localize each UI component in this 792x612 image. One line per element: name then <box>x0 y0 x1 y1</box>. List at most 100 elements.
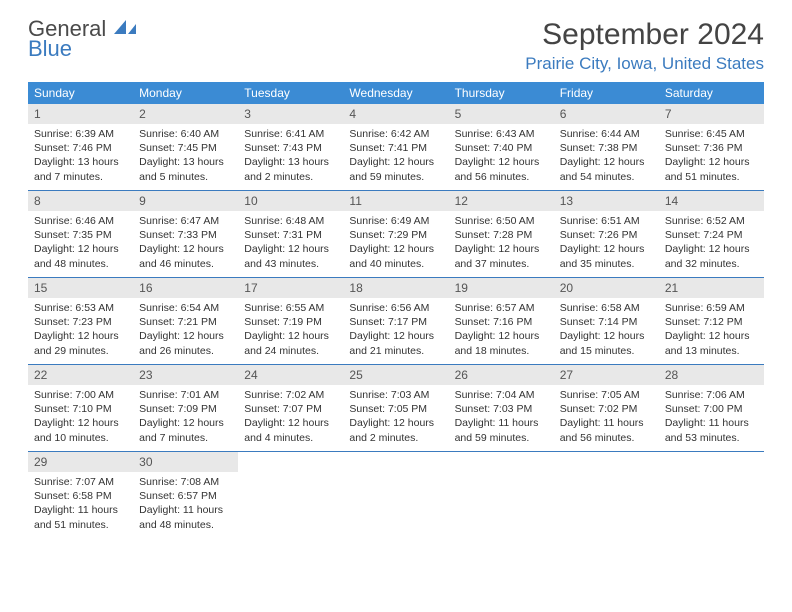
logo-line2: Blue <box>28 36 72 61</box>
sunrise-line: Sunrise: 6:46 AM <box>34 214 127 228</box>
day-number: 22 <box>28 365 133 385</box>
day-body: Sunrise: 7:06 AMSunset: 7:00 PMDaylight:… <box>659 385 764 450</box>
sunrise-line: Sunrise: 6:42 AM <box>349 127 442 141</box>
day-cell: 3Sunrise: 6:41 AMSunset: 7:43 PMDaylight… <box>238 104 343 190</box>
daylight-line: Daylight: 12 hours and 15 minutes. <box>560 329 653 357</box>
sunset-line: Sunset: 7:07 PM <box>244 402 337 416</box>
logo-sail-icon <box>112 18 138 36</box>
sunset-line: Sunset: 6:57 PM <box>139 489 232 503</box>
sunset-line: Sunset: 7:38 PM <box>560 141 653 155</box>
sunrise-line: Sunrise: 7:05 AM <box>560 388 653 402</box>
day-cell: 19Sunrise: 6:57 AMSunset: 7:16 PMDayligh… <box>449 278 554 364</box>
sunrise-line: Sunrise: 6:43 AM <box>455 127 548 141</box>
sunrise-line: Sunrise: 6:48 AM <box>244 214 337 228</box>
day-body: Sunrise: 6:54 AMSunset: 7:21 PMDaylight:… <box>133 298 238 363</box>
sunrise-line: Sunrise: 6:54 AM <box>139 301 232 315</box>
daylight-line: Daylight: 11 hours and 48 minutes. <box>139 503 232 531</box>
day-body: Sunrise: 6:41 AMSunset: 7:43 PMDaylight:… <box>238 124 343 189</box>
dow-friday: Friday <box>554 82 659 104</box>
day-cell: 8Sunrise: 6:46 AMSunset: 7:35 PMDaylight… <box>28 191 133 277</box>
sunset-line: Sunset: 7:36 PM <box>665 141 758 155</box>
day-cell: 15Sunrise: 6:53 AMSunset: 7:23 PMDayligh… <box>28 278 133 364</box>
empty-cell <box>449 452 554 538</box>
day-body: Sunrise: 6:40 AMSunset: 7:45 PMDaylight:… <box>133 124 238 189</box>
day-cell: 26Sunrise: 7:04 AMSunset: 7:03 PMDayligh… <box>449 365 554 451</box>
day-number: 4 <box>343 104 448 124</box>
sunrise-line: Sunrise: 6:49 AM <box>349 214 442 228</box>
day-number: 2 <box>133 104 238 124</box>
day-number: 12 <box>449 191 554 211</box>
day-cell: 16Sunrise: 6:54 AMSunset: 7:21 PMDayligh… <box>133 278 238 364</box>
day-number: 17 <box>238 278 343 298</box>
day-number: 16 <box>133 278 238 298</box>
day-cell: 17Sunrise: 6:55 AMSunset: 7:19 PMDayligh… <box>238 278 343 364</box>
day-number: 15 <box>28 278 133 298</box>
day-body: Sunrise: 7:00 AMSunset: 7:10 PMDaylight:… <box>28 385 133 450</box>
sunset-line: Sunset: 7:05 PM <box>349 402 442 416</box>
daylight-line: Daylight: 11 hours and 56 minutes. <box>560 416 653 444</box>
sunset-line: Sunset: 7:14 PM <box>560 315 653 329</box>
sunset-line: Sunset: 7:35 PM <box>34 228 127 242</box>
day-body: Sunrise: 6:50 AMSunset: 7:28 PMDaylight:… <box>449 211 554 276</box>
day-number: 27 <box>554 365 659 385</box>
daylight-line: Daylight: 12 hours and 26 minutes. <box>139 329 232 357</box>
day-number: 10 <box>238 191 343 211</box>
daylight-line: Daylight: 12 hours and 48 minutes. <box>34 242 127 270</box>
day-body: Sunrise: 7:07 AMSunset: 6:58 PMDaylight:… <box>28 472 133 537</box>
daylight-line: Daylight: 12 hours and 10 minutes. <box>34 416 127 444</box>
sunrise-line: Sunrise: 6:55 AM <box>244 301 337 315</box>
day-cell: 20Sunrise: 6:58 AMSunset: 7:14 PMDayligh… <box>554 278 659 364</box>
day-cell: 14Sunrise: 6:52 AMSunset: 7:24 PMDayligh… <box>659 191 764 277</box>
daylight-line: Daylight: 13 hours and 2 minutes. <box>244 155 337 183</box>
sunrise-line: Sunrise: 7:04 AM <box>455 388 548 402</box>
daylight-line: Daylight: 12 hours and 40 minutes. <box>349 242 442 270</box>
day-cell: 9Sunrise: 6:47 AMSunset: 7:33 PMDaylight… <box>133 191 238 277</box>
day-body: Sunrise: 6:59 AMSunset: 7:12 PMDaylight:… <box>659 298 764 363</box>
daylight-line: Daylight: 12 hours and 21 minutes. <box>349 329 442 357</box>
dow-monday: Monday <box>133 82 238 104</box>
daylight-line: Daylight: 12 hours and 37 minutes. <box>455 242 548 270</box>
day-body: Sunrise: 7:08 AMSunset: 6:57 PMDaylight:… <box>133 472 238 537</box>
day-body: Sunrise: 7:02 AMSunset: 7:07 PMDaylight:… <box>238 385 343 450</box>
sunset-line: Sunset: 7:16 PM <box>455 315 548 329</box>
day-cell: 29Sunrise: 7:07 AMSunset: 6:58 PMDayligh… <box>28 452 133 538</box>
day-number: 13 <box>554 191 659 211</box>
daylight-line: Daylight: 12 hours and 18 minutes. <box>455 329 548 357</box>
daylight-line: Daylight: 12 hours and 2 minutes. <box>349 416 442 444</box>
dow-tuesday: Tuesday <box>238 82 343 104</box>
day-body: Sunrise: 6:44 AMSunset: 7:38 PMDaylight:… <box>554 124 659 189</box>
day-number: 1 <box>28 104 133 124</box>
day-body: Sunrise: 6:42 AMSunset: 7:41 PMDaylight:… <box>343 124 448 189</box>
sunset-line: Sunset: 7:09 PM <box>139 402 232 416</box>
daylight-line: Daylight: 12 hours and 46 minutes. <box>139 242 232 270</box>
sunset-line: Sunset: 7:24 PM <box>665 228 758 242</box>
sunrise-line: Sunrise: 7:07 AM <box>34 475 127 489</box>
day-body: Sunrise: 6:55 AMSunset: 7:19 PMDaylight:… <box>238 298 343 363</box>
day-number: 23 <box>133 365 238 385</box>
day-cell: 28Sunrise: 7:06 AMSunset: 7:00 PMDayligh… <box>659 365 764 451</box>
day-body: Sunrise: 7:05 AMSunset: 7:02 PMDaylight:… <box>554 385 659 450</box>
sunset-line: Sunset: 7:19 PM <box>244 315 337 329</box>
day-cell: 1Sunrise: 6:39 AMSunset: 7:46 PMDaylight… <box>28 104 133 190</box>
daylight-line: Daylight: 12 hours and 35 minutes. <box>560 242 653 270</box>
sunset-line: Sunset: 7:26 PM <box>560 228 653 242</box>
day-cell: 21Sunrise: 6:59 AMSunset: 7:12 PMDayligh… <box>659 278 764 364</box>
empty-cell <box>343 452 448 538</box>
day-number: 7 <box>659 104 764 124</box>
sunrise-line: Sunrise: 6:58 AM <box>560 301 653 315</box>
sunrise-line: Sunrise: 6:56 AM <box>349 301 442 315</box>
sunrise-line: Sunrise: 7:02 AM <box>244 388 337 402</box>
week-row: 15Sunrise: 6:53 AMSunset: 7:23 PMDayligh… <box>28 277 764 364</box>
day-number: 30 <box>133 452 238 472</box>
day-body: Sunrise: 6:56 AMSunset: 7:17 PMDaylight:… <box>343 298 448 363</box>
day-number: 19 <box>449 278 554 298</box>
dow-thursday: Thursday <box>449 82 554 104</box>
title-block: September 2024 Prairie City, Iowa, Unite… <box>525 18 764 74</box>
day-body: Sunrise: 6:57 AMSunset: 7:16 PMDaylight:… <box>449 298 554 363</box>
daylight-line: Daylight: 12 hours and 24 minutes. <box>244 329 337 357</box>
daylight-line: Daylight: 12 hours and 29 minutes. <box>34 329 127 357</box>
daylight-line: Daylight: 12 hours and 32 minutes. <box>665 242 758 270</box>
sunrise-line: Sunrise: 6:41 AM <box>244 127 337 141</box>
daylight-line: Daylight: 13 hours and 7 minutes. <box>34 155 127 183</box>
sunset-line: Sunset: 7:40 PM <box>455 141 548 155</box>
